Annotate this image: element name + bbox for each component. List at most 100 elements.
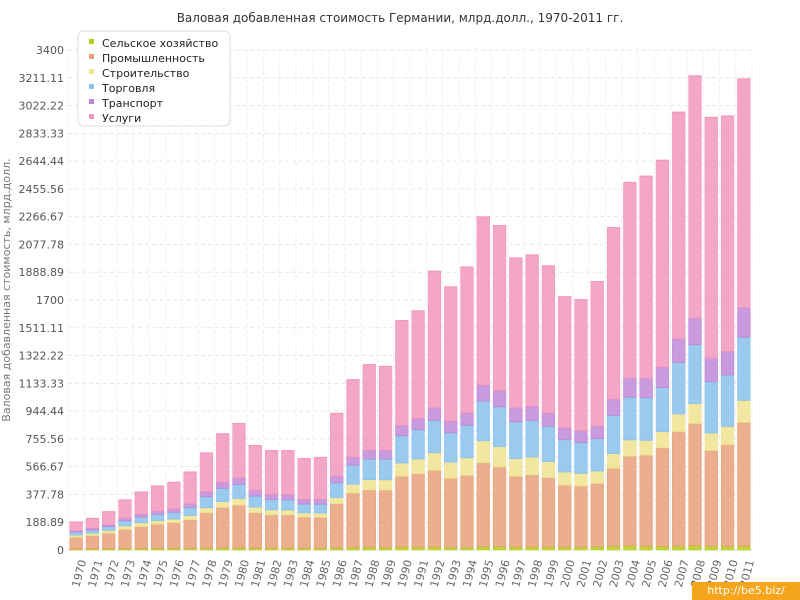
bar-segment[interactable] — [411, 310, 425, 419]
bar-segment[interactable] — [248, 495, 262, 508]
bar-segment[interactable] — [558, 484, 572, 548]
legend-label[interactable]: Сельское хозяйство — [102, 37, 218, 50]
bar-segment[interactable] — [330, 476, 344, 484]
bar-segment[interactable] — [378, 489, 393, 548]
bar-segment[interactable] — [102, 511, 116, 526]
bar-segment[interactable] — [590, 281, 604, 427]
bar-segment[interactable] — [199, 496, 214, 509]
bar-segment[interactable] — [541, 461, 556, 479]
bar-segment[interactable] — [346, 379, 360, 458]
bar-segment[interactable] — [248, 512, 262, 549]
bar-segment[interactable] — [346, 464, 360, 485]
bar-segment[interactable] — [476, 384, 490, 402]
bar-segment[interactable] — [248, 506, 262, 514]
bar-segment[interactable] — [639, 454, 653, 547]
bar-segment[interactable] — [704, 381, 718, 434]
bar-segment[interactable] — [167, 522, 181, 549]
bar-segment[interactable] — [655, 159, 670, 368]
bar-segment[interactable] — [134, 516, 148, 524]
bar-segment[interactable] — [704, 450, 718, 547]
bar-segment[interactable] — [606, 468, 621, 547]
bar-segment[interactable] — [720, 351, 735, 376]
bar-segment[interactable] — [378, 458, 393, 481]
bar-segment[interactable] — [313, 503, 328, 514]
bar-segment[interactable] — [118, 520, 132, 527]
bar-segment[interactable] — [362, 449, 376, 460]
bar-segment[interactable] — [297, 499, 311, 505]
bar-segment[interactable] — [346, 456, 360, 466]
bar-segment[interactable] — [574, 485, 588, 548]
bar-segment[interactable] — [281, 494, 295, 501]
bar-segment[interactable] — [460, 425, 474, 459]
bar-segment[interactable] — [606, 398, 621, 416]
bar-segment[interactable] — [69, 521, 83, 532]
bar-segment[interactable] — [737, 336, 751, 401]
bar-segment[interactable] — [427, 270, 442, 409]
bar-segment[interactable] — [411, 458, 425, 475]
bar-segment[interactable] — [134, 526, 148, 549]
bar-segment[interactable] — [590, 483, 604, 548]
bar-segment[interactable] — [655, 387, 670, 433]
bar-segment[interactable] — [655, 447, 670, 547]
bar-segment[interactable] — [606, 453, 621, 469]
bar-segment[interactable] — [444, 478, 458, 548]
legend-label[interactable]: Промышленность — [102, 52, 205, 65]
bar-segment[interactable] — [395, 425, 409, 437]
bar-segment[interactable] — [183, 507, 197, 516]
bar-segment[interactable] — [118, 529, 132, 549]
bar-segment[interactable] — [672, 413, 686, 432]
legend[interactable]: Сельское хозяйство Промышленность Строител… — [77, 30, 231, 127]
bar-segment[interactable] — [199, 491, 214, 498]
watermark-link[interactable]: http://be5.biz/ — [692, 582, 800, 600]
bar-segment[interactable] — [606, 415, 621, 454]
bar-segment[interactable] — [264, 514, 279, 549]
bar-segment[interactable] — [672, 111, 686, 340]
bar-segment[interactable] — [248, 490, 262, 497]
bar-segment[interactable] — [704, 117, 718, 359]
bar-segment[interactable] — [720, 115, 735, 352]
bar-segment[interactable] — [492, 446, 507, 468]
bar-segment[interactable] — [509, 257, 523, 409]
bar-segment[interactable] — [541, 426, 556, 462]
bar-segment[interactable] — [264, 499, 279, 511]
bar-segment[interactable] — [460, 475, 474, 548]
bar-segment[interactable] — [476, 440, 490, 464]
bar-segment[interactable] — [378, 366, 393, 451]
bar-segment[interactable] — [574, 430, 588, 443]
bar-segment[interactable] — [167, 512, 181, 520]
bar-segment[interactable] — [150, 523, 165, 549]
bar-segment[interactable] — [574, 473, 588, 487]
bar-segment[interactable] — [216, 482, 230, 489]
bar-segment[interactable] — [362, 479, 376, 491]
bar-segment[interactable] — [460, 266, 474, 414]
bar-segment[interactable] — [330, 503, 344, 549]
bar-segment[interactable] — [232, 504, 246, 549]
bar-segment[interactable] — [248, 445, 262, 491]
bar-segment[interactable] — [590, 470, 604, 484]
bar-segment[interactable] — [411, 473, 425, 548]
bar-segment[interactable] — [720, 374, 735, 427]
bar-segment[interactable] — [590, 425, 604, 439]
bar-segment[interactable] — [297, 503, 311, 514]
bar-segment[interactable] — [216, 433, 230, 483]
bar-segment[interactable] — [264, 450, 279, 495]
bar-segment[interactable] — [427, 452, 442, 471]
bar-segment[interactable] — [134, 491, 148, 515]
bar-segment[interactable] — [362, 458, 376, 481]
legend-label[interactable]: Строительство — [102, 67, 190, 80]
bar-segment[interactable] — [232, 477, 246, 485]
bar-segment[interactable] — [558, 427, 572, 441]
bar-segment[interactable] — [525, 254, 539, 407]
bar-segment[interactable] — [281, 450, 295, 496]
bar-segment[interactable] — [313, 457, 328, 500]
bar-segment[interactable] — [639, 440, 653, 456]
bar-segment[interactable] — [444, 461, 458, 479]
bar-segment[interactable] — [444, 286, 458, 422]
bar-segment[interactable] — [216, 501, 230, 508]
bar-segment[interactable] — [346, 483, 360, 494]
bar-segment[interactable] — [623, 397, 637, 441]
bar-segment[interactable] — [281, 509, 295, 516]
bar-segment[interactable] — [297, 517, 311, 549]
bar-segment[interactable] — [720, 426, 735, 446]
bar-segment[interactable] — [623, 182, 637, 379]
